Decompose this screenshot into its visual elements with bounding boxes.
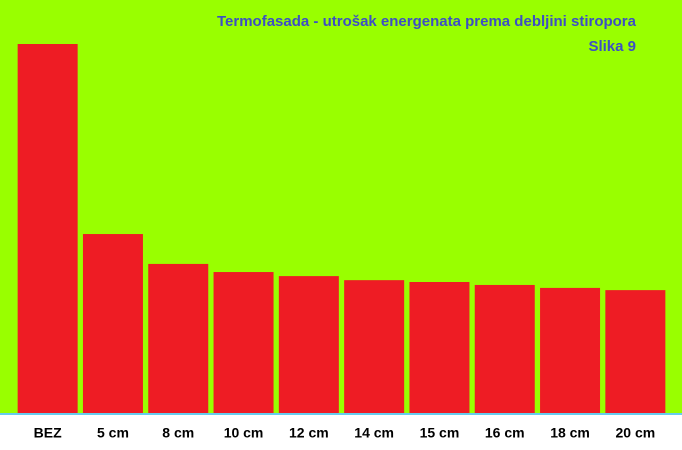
bar: [474, 284, 535, 413]
x-tick-label: 10 cm: [224, 425, 264, 441]
x-tick-label: 16 cm: [485, 425, 525, 441]
bar: [82, 234, 143, 413]
x-tick-label: 8 cm: [162, 425, 194, 441]
bar: [17, 44, 78, 413]
x-tick-label: 12 cm: [289, 425, 329, 441]
bar: [148, 263, 209, 413]
x-tick-label: 14 cm: [354, 425, 394, 441]
x-tick-label: 20 cm: [615, 425, 655, 441]
bar: [605, 290, 666, 413]
x-tick-label: 15 cm: [420, 425, 460, 441]
x-tick-label: 18 cm: [550, 425, 590, 441]
chart-title: Termofasada - utrošak energenata prema d…: [217, 13, 637, 30]
bar: [409, 282, 470, 413]
bar: [213, 272, 274, 413]
x-tick-label: BEZ: [34, 425, 62, 441]
bar: [540, 287, 601, 413]
x-tick-label: 5 cm: [97, 425, 129, 441]
bar: [344, 280, 405, 413]
chart-subtitle: Slika 9: [588, 38, 636, 55]
bar: [278, 276, 339, 413]
